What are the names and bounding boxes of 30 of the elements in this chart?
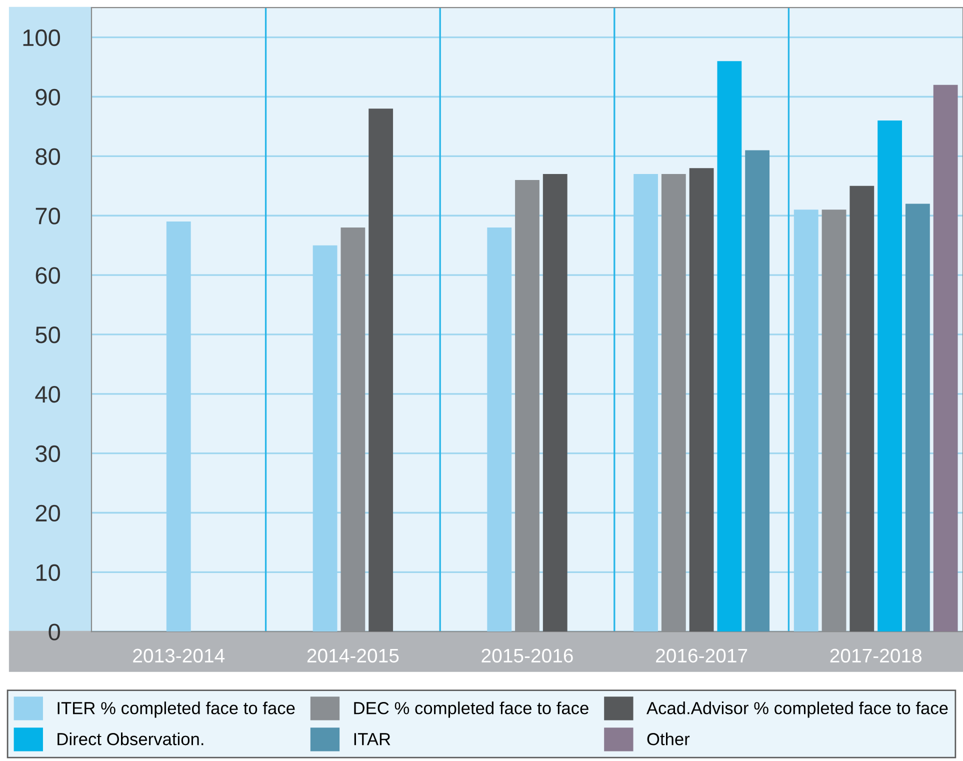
bar (850, 186, 874, 632)
y-tick-label: 20 (36, 504, 60, 522)
y-tick-label: 10 (36, 564, 60, 581)
bar (905, 204, 930, 632)
y-tick-label: 30 (36, 445, 60, 462)
y-tick-label: 80 (36, 148, 60, 165)
bar (368, 108, 394, 632)
x-tick-label: 2013-2014 (133, 648, 225, 663)
y-tick-label: 60 (36, 267, 60, 284)
x-tick-label: 2014-2015 (307, 648, 399, 663)
x-tick-label: 2015-2016 (482, 648, 573, 663)
legend-label: Other (647, 732, 690, 746)
y-tick-label: 40 (35, 386, 60, 403)
legend-label: ITER % completed face to face (58, 702, 295, 718)
bar (878, 120, 902, 632)
y-tick-label: 0 (48, 624, 60, 640)
x-tick-label: 2017-2018 (830, 648, 922, 663)
bar (933, 84, 958, 632)
legend-label: Direct Observation. (58, 732, 204, 746)
y-tick-label: 70 (36, 208, 60, 224)
bar (717, 61, 742, 632)
y-tick-label: 50 (36, 326, 60, 344)
bar (689, 168, 714, 632)
y-tick-label: 90 (36, 88, 60, 106)
x-tick-label: 2016-2017 (656, 648, 748, 663)
bar (745, 150, 770, 632)
legend-label: ITAR (354, 733, 390, 746)
legend-label: Acad.Advisor % completed face to face (646, 702, 948, 718)
legend-label: DEC % completed face to face (354, 702, 588, 718)
y-tick-label: 100 (23, 29, 60, 46)
